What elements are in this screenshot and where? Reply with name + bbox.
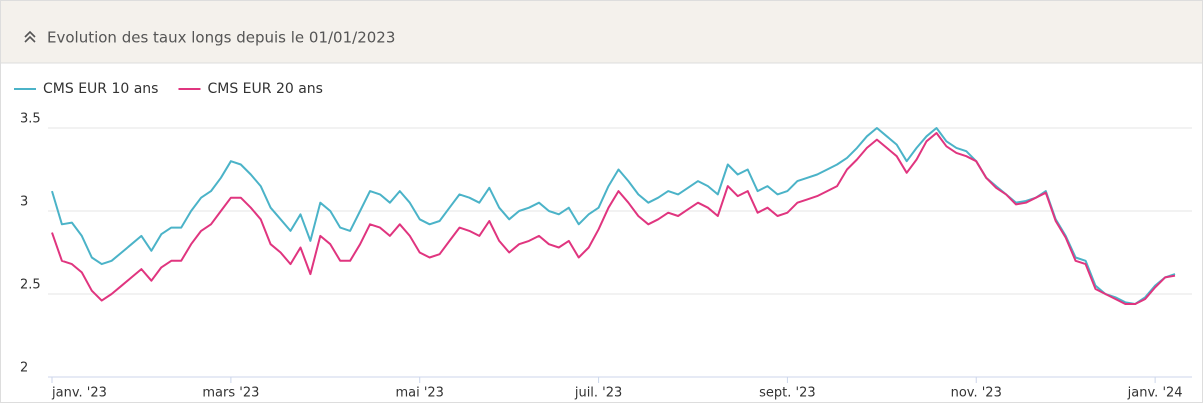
x-tick-label: nov. '23 — [951, 386, 1002, 401]
collapse-icon[interactable] — [24, 30, 36, 43]
legend-label: CMS EUR 20 ans — [207, 81, 322, 97]
x-tick-label: janv. '23 — [51, 386, 107, 401]
x-tick-label: sept. '23 — [759, 386, 816, 401]
x-tick-label: mai '23 — [395, 386, 444, 401]
y-tick-label: 3 — [20, 195, 28, 210]
panel-header[interactable] — [1, 1, 1202, 63]
x-tick-label: janv. '24 — [1127, 386, 1183, 401]
y-tick-label: 2.5 — [20, 278, 41, 293]
x-tick-label: mars '23 — [202, 386, 259, 401]
x-tick-label: juil. '23 — [574, 386, 622, 401]
y-tick-label: 2 — [20, 361, 28, 376]
legend-label: CMS EUR 10 ans — [43, 81, 158, 97]
chart-title: Evolution des taux longs depuis le 01/01… — [47, 29, 395, 47]
series-line — [51, 132, 1176, 305]
y-tick-label: 3.5 — [20, 112, 41, 127]
